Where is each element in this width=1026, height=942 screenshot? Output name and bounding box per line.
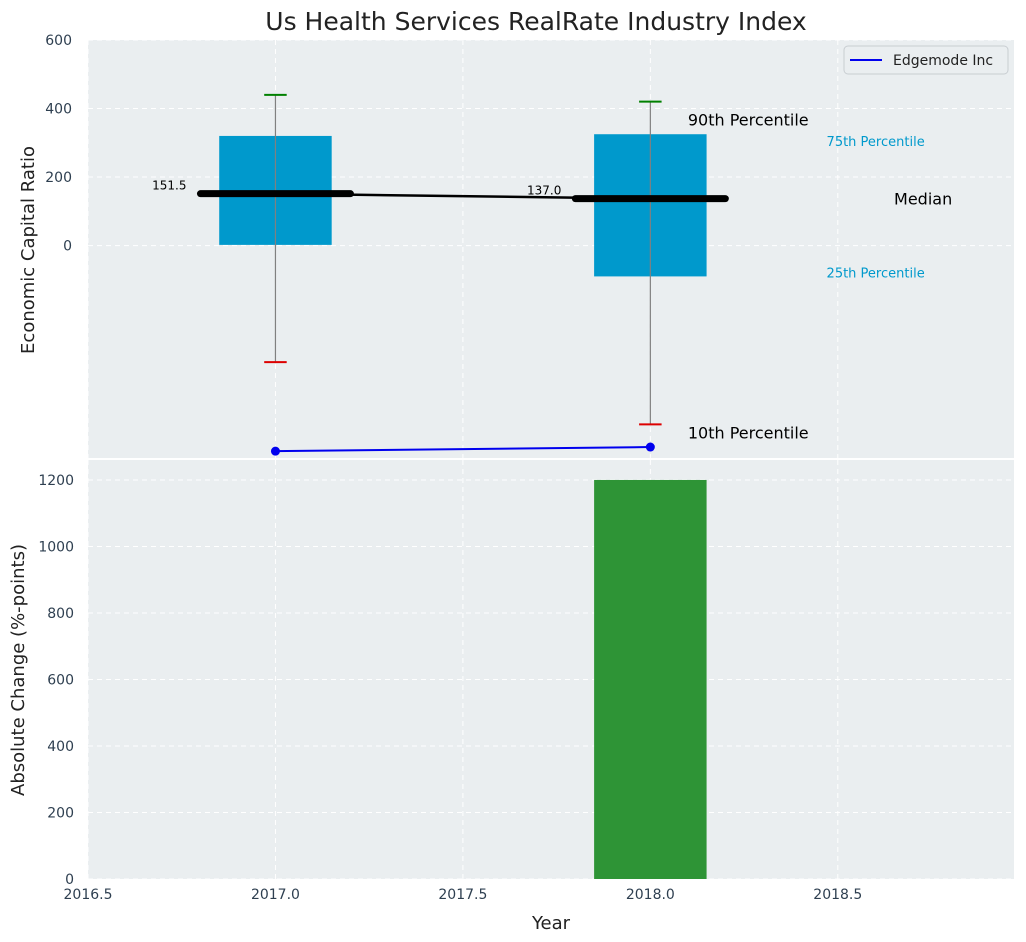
company-line (275, 446, 651, 453)
x-tick-label: 2017.0 (251, 887, 300, 903)
bottom-y-tick-label: 400 (47, 739, 74, 755)
bottom-y-tick-label: 1000 (38, 539, 74, 555)
company-point (270, 446, 280, 456)
bottom-y-tick-label: 600 (47, 672, 74, 688)
x-tick-label: 2016.5 (64, 887, 113, 903)
x-tick-label: 2017.5 (438, 887, 487, 903)
top-panel-background (88, 40, 1014, 458)
change-bar (594, 479, 707, 879)
median-value-label: 137.0 (527, 184, 561, 198)
x-tick-label: 2018.5 (813, 887, 862, 903)
chart-title: Us Health Services RealRate Industry Ind… (265, 7, 806, 36)
annotation-p25: 25th Percentile (827, 266, 925, 281)
median-value-label: 151.5 (152, 179, 186, 193)
bottom-panel-background (88, 460, 1014, 879)
top-y-tick-label: 0 (63, 239, 72, 255)
bottom-y-tick-label: 1200 (38, 473, 74, 489)
top-y-axis-label: Economic Capital Ratio (18, 146, 39, 354)
x-tick-label: 2018.0 (626, 887, 675, 903)
annotation-median: Median (894, 190, 952, 209)
top-y-tick-label: 200 (45, 170, 72, 186)
top-y-tick-label: 600 (45, 33, 72, 49)
bottom-y-tick-label: 200 (47, 805, 74, 821)
legend-entry: Edgemode Inc (893, 53, 993, 69)
company-point (645, 442, 655, 452)
annotation-p10: 10th Percentile (688, 423, 809, 442)
bottom-y-tick-label: 0 (65, 872, 74, 888)
top-panel: 0 200 400 600 151.5 137.0 90th Percentile 75th … (45, 33, 1014, 458)
legend-box (843, 45, 1009, 75)
bottom-panel: 0 200 400 600 800 1000 1200 2016.5 2017.0 2017.5 2… (38, 460, 1014, 903)
bottom-y-tick-label: 800 (47, 606, 74, 622)
bottom-y-axis-label: Absolute Change (%-points) (8, 544, 29, 796)
annotation-p90: 90th Percentile (688, 111, 809, 130)
top-y-tick-label: 400 (45, 102, 72, 118)
x-axis-label: Year (531, 913, 571, 934)
legend: Edgemode Inc (843, 45, 1009, 75)
annotation-p75: 75th Percentile (827, 135, 925, 150)
